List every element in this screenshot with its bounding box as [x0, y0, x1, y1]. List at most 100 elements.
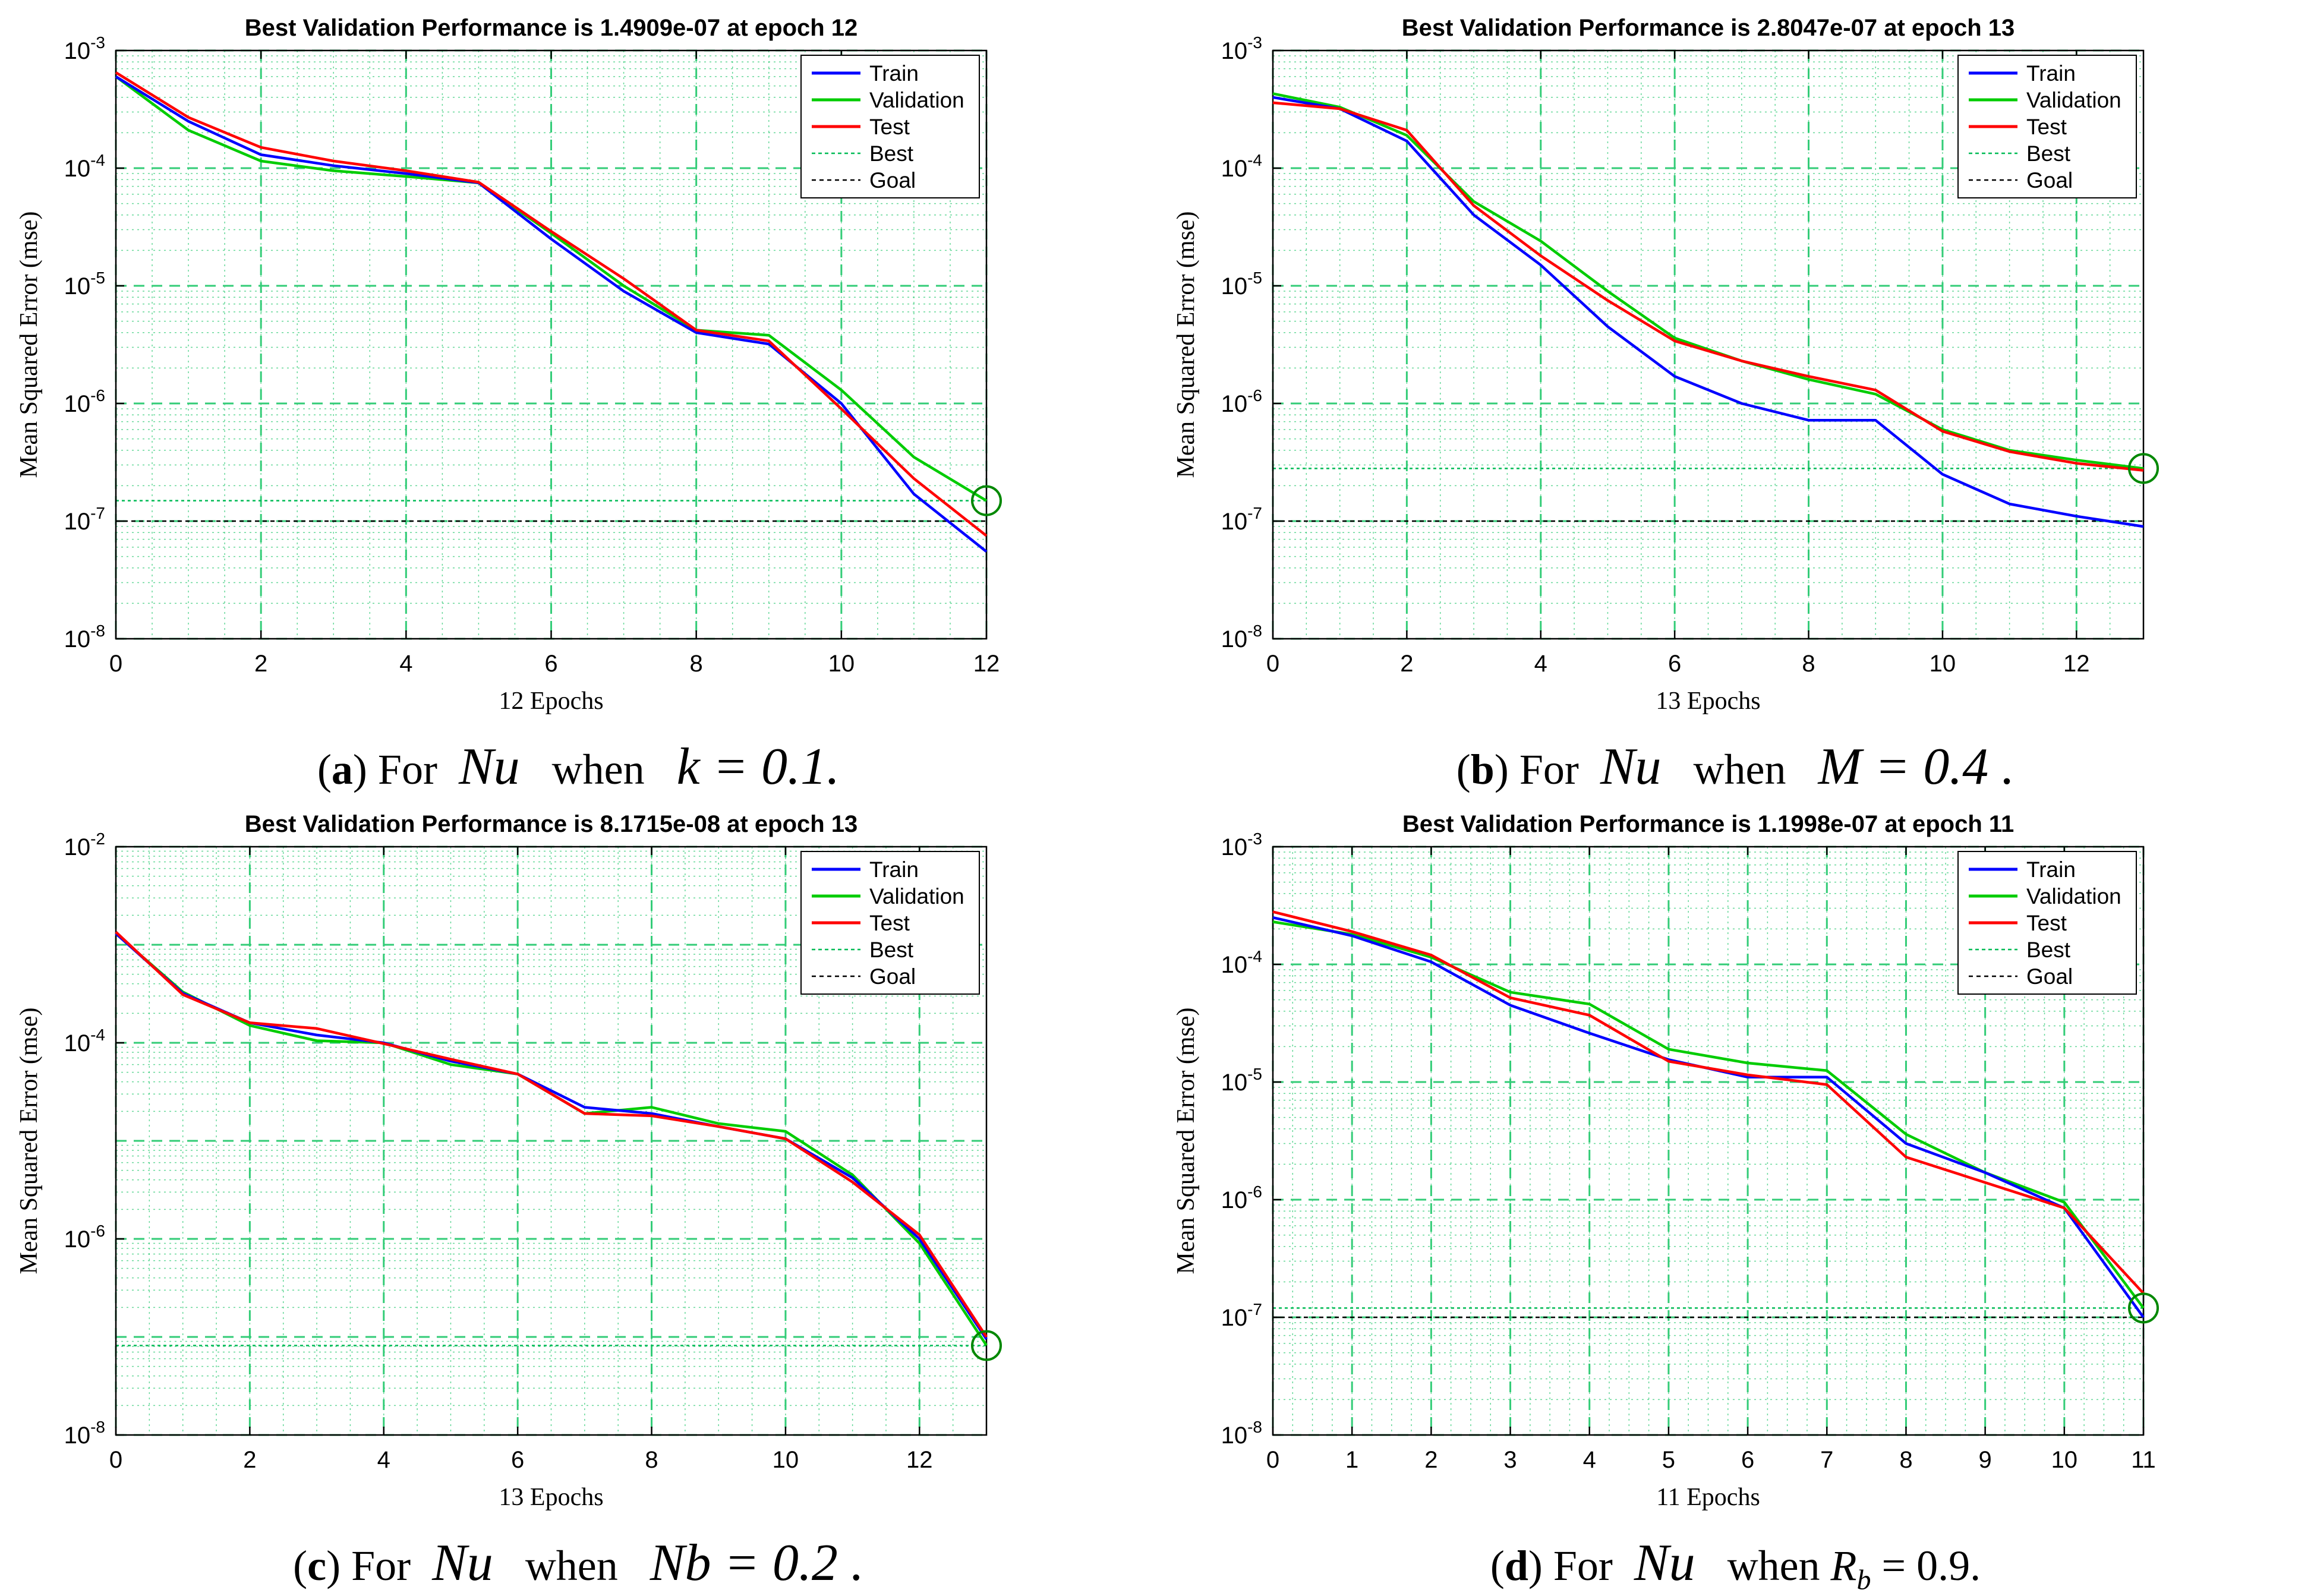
y-tick-label: 10-2 [64, 829, 105, 860]
x-axis-label: 13 Epochs [499, 1484, 603, 1511]
legend-label-best: Best [869, 938, 914, 962]
x-tick-label: 4 [1583, 1447, 1596, 1473]
y-tick-label: 10-6 [1221, 1182, 1262, 1213]
x-tick-label: 6 [511, 1447, 524, 1473]
y-tick-label: 10-4 [1221, 947, 1262, 978]
caption-pre: For [1553, 1542, 1613, 1589]
y-axis-label: Mean Squared Error (mse) [1172, 1008, 1200, 1275]
best-epoch-marker [971, 1330, 1002, 1361]
x-tick-label: 6 [544, 651, 557, 677]
y-tick-label: 10-6 [64, 1222, 105, 1253]
y-tick-label: 10-6 [1221, 386, 1262, 417]
legend-label-best: Best [869, 141, 914, 166]
best-epoch-marker [971, 485, 1002, 516]
y-tick-label: 10-5 [64, 269, 105, 299]
x-tick-label: 10 [773, 1447, 799, 1473]
caption-mid: when [1727, 1542, 1820, 1589]
caption-a: (a) For Nu when k = 0.1. [317, 738, 840, 796]
axes-frame [1272, 49, 2145, 640]
series-line-train [1272, 96, 2144, 528]
series-line-test [1272, 910, 2145, 1295]
x-tick-label: 12 [2063, 651, 2090, 677]
x-axis-label: 12 Epochs [499, 687, 603, 715]
x-tick-label: 2 [243, 1447, 256, 1473]
legend-label-validation: Validation [2026, 88, 2121, 112]
caption-b: (b) For Nu when M = 0.4 . [1456, 738, 2015, 796]
y-tick-label: 10-4 [64, 1026, 105, 1056]
x-tick-label: 0 [109, 651, 122, 677]
x-tick-label: 9 [1979, 1447, 1992, 1473]
x-axis-label: 11 Epochs [1656, 1484, 1760, 1511]
legend-label-goal: Goal [869, 964, 916, 989]
x-tick-label: 2 [254, 651, 267, 677]
legend-label-train: Train [869, 61, 919, 86]
x-tick-label: 8 [1899, 1447, 1912, 1473]
y-tick-label: 10-3 [1221, 33, 1262, 64]
legend-label-test: Test [2026, 115, 2067, 139]
x-tick-label: 8 [1802, 651, 1815, 677]
caption-mid: when [525, 1542, 618, 1589]
y-tick-label: 10-5 [1221, 1065, 1262, 1096]
legend-label-train: Train [2026, 857, 2076, 882]
legend-label-best: Best [2026, 141, 2071, 166]
y-tick-label: 10-7 [1221, 1300, 1262, 1331]
x-tick-label: 4 [1534, 651, 1547, 677]
legend-label-goal: Goal [2026, 964, 2073, 989]
x-tick-label: 0 [109, 1447, 122, 1473]
legend-label-validation: Validation [2026, 884, 2121, 909]
caption-c: (c) For Nu when Nb = 0.2 . [293, 1534, 864, 1592]
panel-d: 0 1 2 3 4 5 6 7 8 9 10 11 10-8 10-7 10-6 10-5 10-4 10-3 Be… [1157, 796, 2314, 1595]
chart-b: 0 2 4 6 8 10 12 10-8 10-7 10-6 10-5 10-4 10-3 Best Va… [1172, 15, 2159, 715]
chart-title: Best Validation Performance is 2.8047e-0… [1402, 15, 2015, 41]
x-tick-label: 1 [1345, 1447, 1358, 1473]
caption-d: (d) For Nu when Rb = 0.9. [1490, 1534, 1981, 1596]
y-tick-label: 10-7 [1221, 504, 1262, 535]
x-tick-label: 2 [1424, 1447, 1437, 1473]
caption-letter: a [331, 746, 353, 793]
caption-equation: M = 0.4 . [1818, 738, 2015, 796]
caption-letter: d [1504, 1542, 1528, 1589]
axes-frame [1272, 846, 2145, 1436]
x-tick-label: 7 [1820, 1447, 1833, 1473]
caption-symbol: Nu [432, 1534, 493, 1592]
chart-title: Best Validation Performance is 1.4909e-0… [245, 15, 858, 41]
x-tick-label: 0 [1266, 651, 1279, 677]
caption-letter: b [1470, 746, 1495, 793]
legend-label-train: Train [869, 857, 919, 882]
legend-label-goal: Goal [869, 168, 916, 193]
x-tick-label: 10 [2051, 1447, 2078, 1473]
x-tick-label: 6 [1668, 651, 1681, 677]
y-tick-label: 10-8 [64, 1418, 105, 1449]
x-tick-label: 0 [1266, 1447, 1279, 1473]
caption-pre: For [351, 1542, 411, 1589]
series-line-train [115, 75, 988, 553]
caption-pre: For [1519, 746, 1579, 793]
caption-pre: For [377, 746, 437, 793]
x-tick-label: 3 [1503, 1447, 1517, 1473]
panel-a: 0 2 4 6 8 10 12 10-8 10-7 10-6 10-5 10-4 10-3 Best Va… [0, 0, 1157, 796]
series-line-validation [115, 75, 988, 502]
caption-symbol: Nu [1634, 1534, 1695, 1592]
chart-c: 0 2 4 6 8 10 12 10-8 10-6 10-4 10-2 Best Validation… [15, 811, 1002, 1511]
y-tick-label: 10-4 [1221, 151, 1262, 182]
y-tick-label: 10-6 [64, 386, 105, 417]
x-tick-label: 4 [399, 651, 412, 677]
series-line-test [115, 931, 988, 1338]
caption-mid: when [1693, 746, 1786, 793]
best-epoch-marker [2128, 1292, 2159, 1324]
caption-equation-sub: b [1856, 1564, 1871, 1596]
caption-symbol: Nu [1600, 738, 1662, 796]
x-tick-label: 10 [828, 651, 855, 677]
legend-label-best: Best [2026, 938, 2071, 962]
x-tick-label: 8 [690, 651, 703, 677]
caption-mid: when [551, 746, 645, 793]
panel-c: 0 2 4 6 8 10 12 10-8 10-6 10-4 10-2 Best Validation… [0, 796, 1157, 1592]
caption-equation: Nb = 0.2 . [650, 1534, 864, 1592]
panel-b: 0 2 4 6 8 10 12 10-8 10-7 10-6 10-5 10-4 10-3 Best Va… [1157, 0, 2314, 796]
x-tick-label: 5 [1662, 1447, 1675, 1473]
x-axis-label: 13 Epochs [1656, 687, 1760, 715]
y-tick-label: 10-7 [64, 504, 105, 535]
series-line-test [115, 71, 988, 537]
series-line-test [1272, 101, 2144, 472]
caption-equation-main: R [1830, 1542, 1857, 1589]
